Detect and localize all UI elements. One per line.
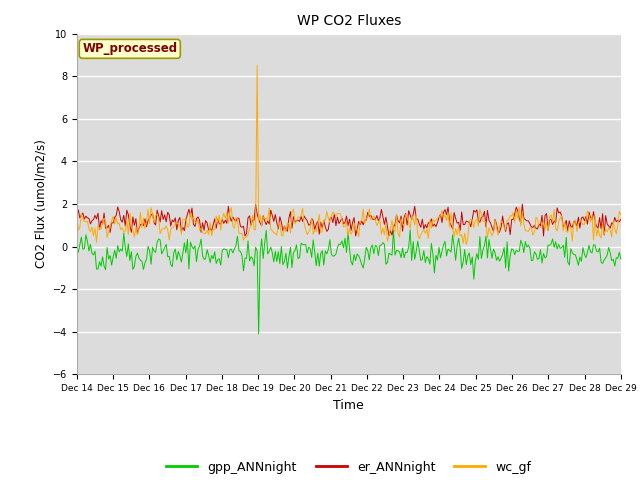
wc_gf (617, 212, 625, 217)
gpp_ANNnight (140, 266, 147, 272)
X-axis label: Time: Time (333, 399, 364, 412)
er_ANNnight (617, 216, 625, 222)
er_ANNnight (241, 233, 249, 239)
er_ANNnight (264, 218, 271, 224)
Legend: gpp_ANNnight, er_ANNnight, wc_gf: gpp_ANNnight, er_ANNnight, wc_gf (161, 456, 536, 479)
gpp_ANNnight (264, 251, 271, 257)
wc_gf (73, 215, 81, 221)
gpp_ANNnight (235, 248, 243, 253)
Line: er_ANNnight: er_ANNnight (77, 204, 621, 236)
Y-axis label: CO2 Flux (umol/m2/s): CO2 Flux (umol/m2/s) (34, 140, 47, 268)
gpp_ANNnight (406, 227, 414, 233)
Line: wc_gf: wc_gf (77, 66, 621, 245)
wc_gf (235, 230, 243, 236)
gpp_ANNnight (253, 248, 261, 254)
Title: WP CO2 Fluxes: WP CO2 Fluxes (296, 14, 401, 28)
gpp_ANNnight (255, 331, 262, 337)
Text: WP_processed: WP_processed (82, 42, 177, 55)
er_ANNnight (140, 223, 147, 228)
wc_gf (140, 215, 147, 221)
wc_gf (264, 217, 271, 223)
er_ANNnight (518, 201, 526, 207)
wc_gf (253, 63, 261, 69)
wc_gf (255, 218, 262, 224)
gpp_ANNnight (73, 246, 81, 252)
wc_gf (312, 229, 320, 235)
er_ANNnight (589, 209, 597, 215)
er_ANNnight (73, 213, 81, 219)
wc_gf (462, 242, 470, 248)
er_ANNnight (255, 216, 262, 222)
er_ANNnight (235, 216, 243, 221)
wc_gf (589, 237, 597, 243)
er_ANNnight (312, 221, 320, 227)
gpp_ANNnight (312, 263, 320, 269)
gpp_ANNnight (589, 242, 597, 248)
gpp_ANNnight (617, 256, 625, 262)
Line: gpp_ANNnight: gpp_ANNnight (77, 230, 621, 334)
